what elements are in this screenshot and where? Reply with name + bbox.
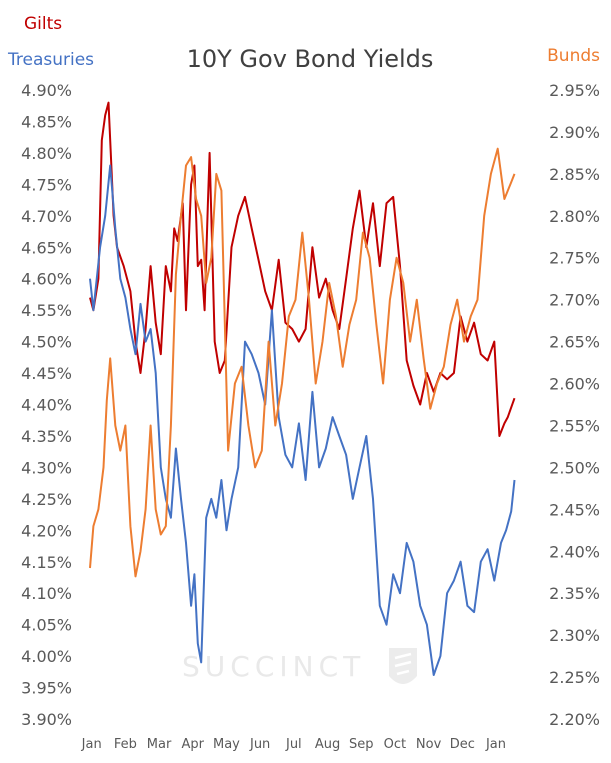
left-tick-label: 4.25% [21, 490, 72, 509]
left-tick-label: 4.20% [21, 521, 72, 540]
series-line-treasuries [89, 164, 516, 676]
x-tick-label: Nov [416, 737, 442, 752]
legend-bunds: Bunds [547, 46, 600, 66]
series-line-bunds [89, 147, 516, 578]
right-tick-label: 2.65% [549, 333, 600, 352]
right-tick-label: 2.40% [549, 542, 600, 561]
left-tick-label: 3.95% [21, 679, 72, 698]
right-tick-label: 2.20% [549, 710, 600, 729]
series-lines [89, 101, 516, 676]
left-tick-label: 4.50% [21, 333, 72, 352]
left-tick-label: 4.40% [21, 396, 72, 415]
series-line-gilts [89, 101, 516, 437]
left-tick-label: 4.15% [21, 553, 72, 572]
left-tick-label: 4.55% [21, 301, 72, 320]
left-tick-label: 3.90% [21, 710, 72, 729]
right-axis-ticks: 2.20% 2.25% 2.30% 2.35% 2.40% 2.45% 2.50% 2.55%… [549, 81, 600, 729]
x-tick-label: Feb [114, 737, 137, 752]
left-tick-label: 4.90% [21, 81, 72, 100]
right-tick-label: 2.95% [549, 81, 600, 100]
right-tick-label: 2.30% [549, 626, 600, 645]
x-tick-label: Jan [81, 737, 102, 752]
left-tick-label: 4.65% [21, 238, 72, 257]
left-tick-label: 4.70% [21, 207, 72, 226]
chart-title: 10Y Gov Bond Yields [187, 45, 434, 73]
right-tick-label: 2.75% [549, 249, 600, 268]
right-tick-label: 2.80% [549, 207, 600, 226]
x-tick-label: Aug [315, 737, 340, 752]
watermark-text: SUCCINCT [182, 650, 365, 683]
x-tick-label: Jun [249, 737, 270, 752]
right-tick-label: 2.85% [549, 165, 600, 184]
right-tick-label: 2.50% [549, 458, 600, 477]
legend-treasuries: Treasuries [7, 50, 94, 70]
right-tick-label: 2.90% [549, 123, 600, 142]
watermark: SUCCINCT [182, 648, 417, 684]
left-axis-ticks: 3.90% 3.95% 4.00% 4.05% 4.10% 4.15% 4.20% 4.25%… [21, 81, 72, 729]
x-tick-label: Jan [485, 737, 506, 752]
x-tick-label: Jul [285, 737, 302, 752]
left-tick-label: 4.85% [21, 112, 72, 131]
left-tick-label: 4.00% [21, 647, 72, 666]
x-axis-ticks: Jan Feb Mar Apr May Jun Jul Aug Sep Oct Nov Dec Jan [81, 737, 506, 752]
x-tick-label: Sep [349, 737, 374, 752]
right-tick-label: 2.45% [549, 500, 600, 519]
x-tick-label: Mar [147, 737, 172, 752]
x-tick-label: Oct [384, 737, 406, 752]
right-tick-label: 2.25% [549, 668, 600, 687]
x-tick-label: Apr [182, 737, 205, 752]
right-tick-label: 2.55% [549, 416, 600, 435]
right-tick-label: 2.70% [549, 291, 600, 310]
watermark-shield-icon [389, 648, 417, 684]
x-tick-label: Dec [450, 737, 475, 752]
x-tick-label: May [213, 737, 240, 752]
left-tick-label: 4.80% [21, 144, 72, 163]
left-tick-label: 4.75% [21, 175, 72, 194]
left-tick-label: 4.30% [21, 458, 72, 477]
right-tick-label: 2.35% [549, 584, 600, 603]
left-tick-label: 4.60% [21, 270, 72, 289]
left-tick-label: 4.35% [21, 427, 72, 446]
left-tick-label: 4.45% [21, 364, 72, 383]
legend-gilts: Gilts [24, 14, 62, 34]
left-tick-label: 4.10% [21, 584, 72, 603]
left-tick-label: 4.05% [21, 616, 72, 635]
right-tick-label: 2.60% [549, 375, 600, 394]
